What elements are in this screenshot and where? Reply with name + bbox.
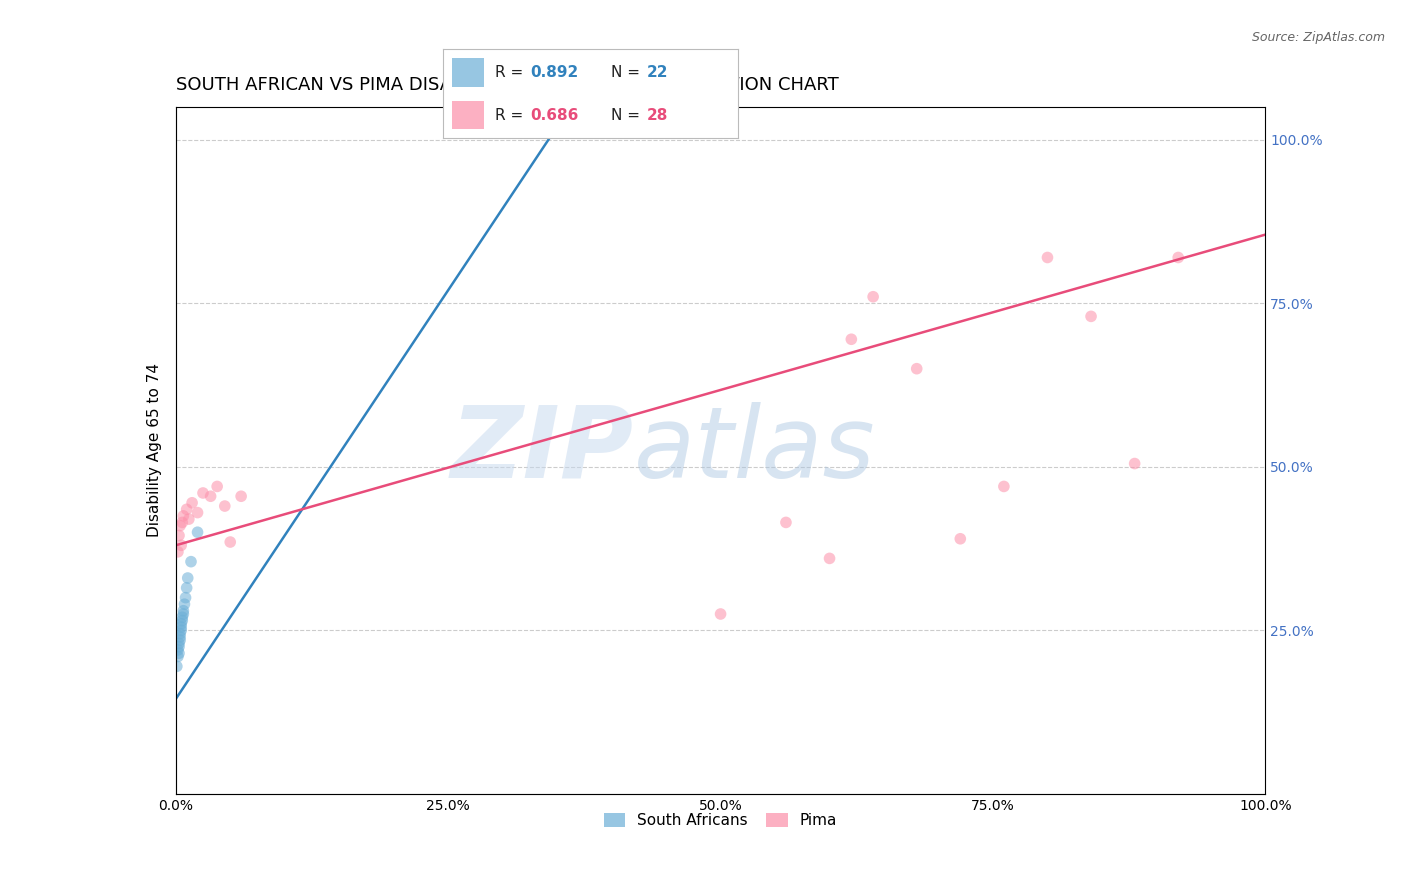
- Point: [169, 626, 191, 640]
- Point: [205, 479, 228, 493]
- Text: SOUTH AFRICAN VS PIMA DISABILITY AGE 65 TO 74 CORRELATION CHART: SOUTH AFRICAN VS PIMA DISABILITY AGE 65 …: [176, 77, 838, 95]
- Point: [818, 551, 841, 566]
- Point: [1123, 457, 1146, 471]
- Point: [167, 640, 190, 654]
- Point: [949, 532, 972, 546]
- Text: Source: ZipAtlas.com: Source: ZipAtlas.com: [1251, 31, 1385, 45]
- Text: N =: N =: [612, 65, 645, 79]
- Point: [167, 636, 190, 650]
- Point: [180, 555, 202, 569]
- Text: atlas: atlas: [633, 402, 875, 499]
- Point: [170, 624, 193, 638]
- Point: [170, 616, 193, 631]
- Point: [169, 633, 191, 648]
- Point: [219, 535, 242, 549]
- Point: [176, 502, 198, 516]
- Point: [172, 614, 194, 628]
- Point: [775, 516, 797, 530]
- Point: [169, 518, 191, 533]
- Legend: South Africans, Pima: South Africans, Pima: [598, 807, 844, 834]
- Point: [170, 620, 193, 634]
- Text: R =: R =: [495, 65, 527, 79]
- Text: R =: R =: [495, 108, 527, 122]
- Point: [173, 597, 195, 611]
- Text: 0.892: 0.892: [530, 65, 578, 79]
- Point: [181, 496, 204, 510]
- Text: ZIP: ZIP: [450, 402, 633, 499]
- Point: [186, 525, 209, 540]
- Point: [177, 571, 200, 585]
- Point: [170, 538, 193, 552]
- Point: [172, 610, 194, 624]
- Point: [905, 361, 928, 376]
- Point: [172, 607, 194, 621]
- Point: [710, 607, 733, 621]
- Text: N =: N =: [612, 108, 645, 122]
- Text: 0.686: 0.686: [530, 108, 578, 122]
- Point: [214, 499, 236, 513]
- Point: [177, 512, 200, 526]
- Point: [1167, 251, 1189, 265]
- Point: [1036, 251, 1059, 265]
- Point: [167, 649, 190, 664]
- Point: [172, 508, 194, 523]
- Point: [167, 646, 190, 660]
- Point: [1080, 310, 1102, 324]
- Point: [176, 581, 198, 595]
- Point: [191, 486, 214, 500]
- Point: [166, 659, 188, 673]
- Text: 22: 22: [647, 65, 668, 79]
- Point: [186, 506, 209, 520]
- Point: [167, 545, 190, 559]
- Point: [167, 643, 190, 657]
- Point: [231, 489, 253, 503]
- Point: [993, 479, 1015, 493]
- Point: [167, 528, 190, 542]
- Bar: [451, 58, 484, 87]
- Y-axis label: Disability Age 65 to 74: Disability Age 65 to 74: [146, 363, 162, 538]
- Point: [172, 516, 194, 530]
- Point: [200, 489, 222, 503]
- Point: [172, 604, 194, 618]
- Text: 28: 28: [647, 108, 668, 122]
- Bar: [451, 101, 484, 129]
- Point: [174, 591, 197, 605]
- Point: [169, 630, 191, 644]
- Point: [862, 290, 884, 304]
- Point: [841, 332, 863, 346]
